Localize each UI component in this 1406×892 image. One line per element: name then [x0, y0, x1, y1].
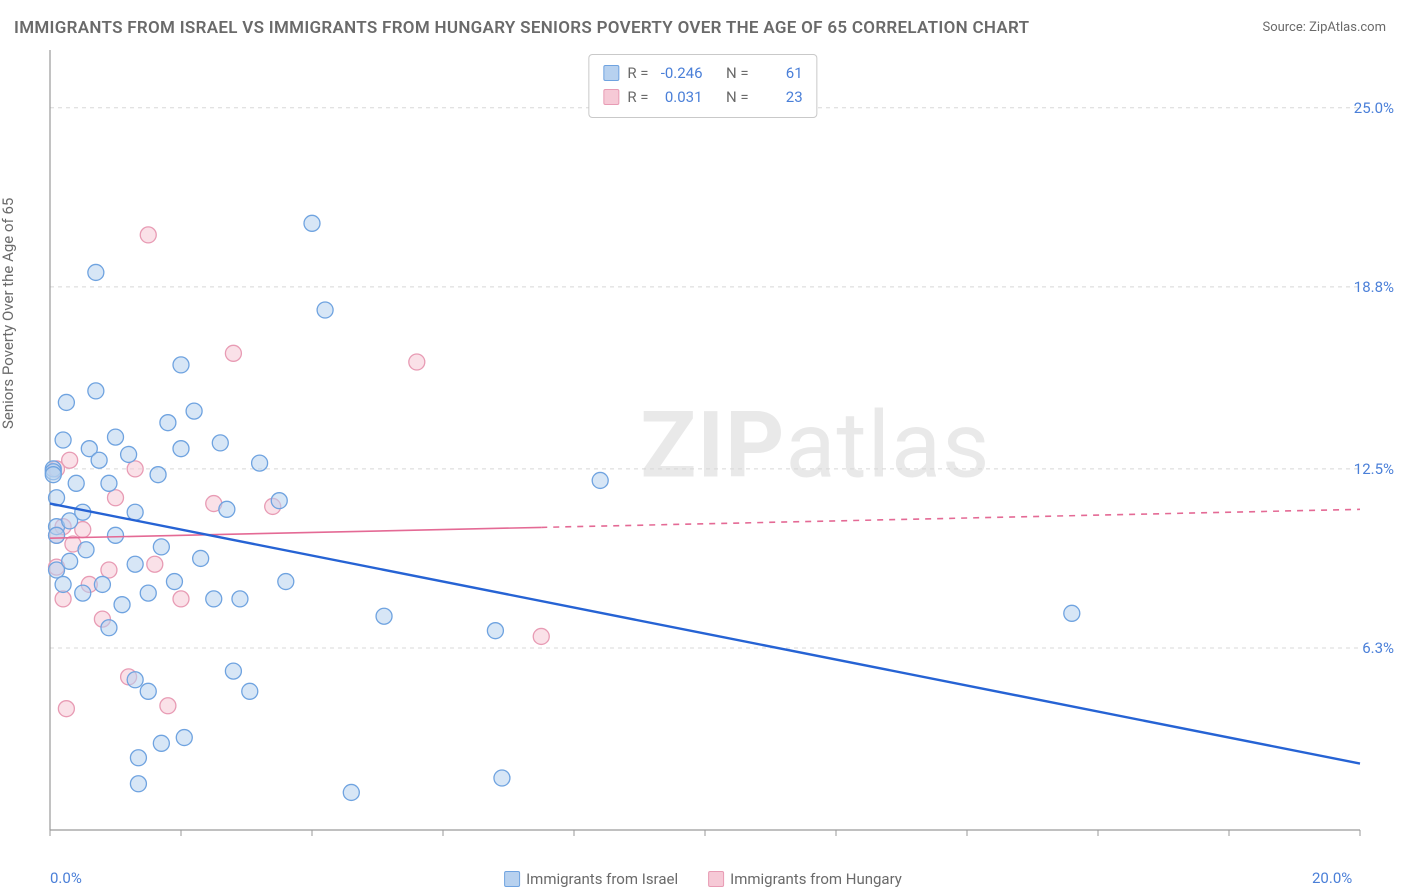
x-tick-label: 20.0%: [1312, 869, 1352, 887]
legend-item: Immigrants from Israel: [504, 870, 678, 888]
stats-legend-box: R =-0.246 N =61R =0.031 N =23: [588, 54, 817, 118]
y-tick-label: 12.5%: [1354, 460, 1394, 478]
stats-row: R =-0.246 N =61: [603, 61, 802, 85]
chart-plot: [0, 0, 1406, 892]
legend-label: Immigrants from Hungary: [730, 870, 902, 888]
legend-swatch-icon: [603, 65, 619, 81]
y-tick-label: 25.0%: [1354, 99, 1394, 117]
x-tick-label: 0.0%: [50, 869, 82, 887]
bottom-legend: Immigrants from Israel Immigrants from Hu…: [504, 870, 902, 888]
legend-swatch-icon: [504, 871, 520, 887]
y-tick-label: 6.3%: [1362, 639, 1394, 657]
legend-swatch-icon: [603, 89, 619, 105]
stats-row: R =0.031 N =23: [603, 85, 802, 109]
legend-label: Immigrants from Israel: [526, 870, 678, 888]
y-tick-label: 18.8%: [1354, 278, 1394, 296]
legend-swatch-icon: [708, 871, 724, 887]
legend-item: Immigrants from Hungary: [708, 870, 902, 888]
